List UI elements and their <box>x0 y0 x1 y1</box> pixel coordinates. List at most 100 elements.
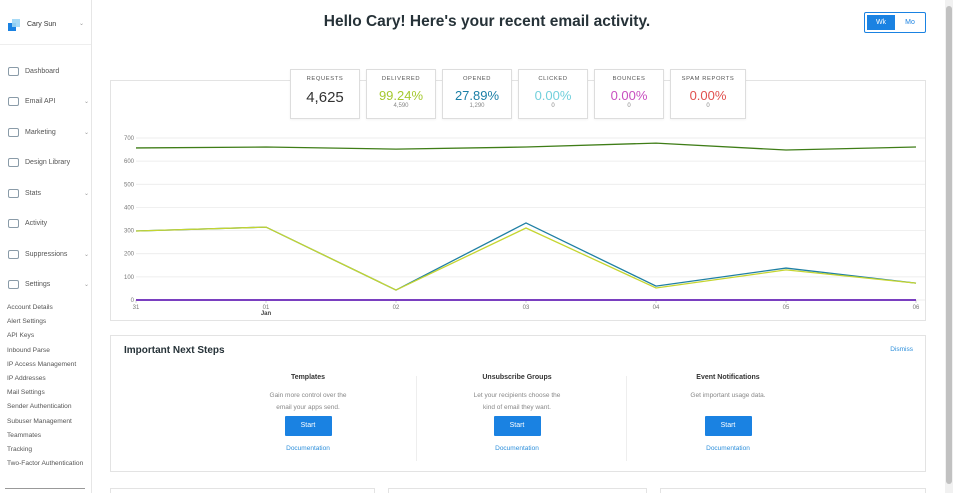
step-description: Let your recipients choose the kind of em… <box>427 390 607 414</box>
logo <box>8 19 20 31</box>
y-tick-label: 700 <box>124 136 135 142</box>
y-tick-label: 100 <box>124 275 135 281</box>
x-tick-label: 02 <box>393 305 400 311</box>
nav-label[interactable]: Suppressions <box>25 250 68 258</box>
chart: 0 100 200 300 400 500 600 700 31 01 02 03 04 05 06 Jan <box>124 136 925 317</box>
description-line: Let your recipients choose the <box>473 392 561 399</box>
settings-link[interactable]: API Keys <box>7 332 35 340</box>
nav-icon <box>8 158 19 167</box>
x-tick-label: 03 <box>523 305 530 311</box>
stat-card: CLICKED 0.00% 0 <box>518 69 588 119</box>
nav-label[interactable]: Activity <box>25 220 48 227</box>
x-tick-label: 04 <box>653 305 660 311</box>
nav-label[interactable]: Email API <box>25 98 56 105</box>
nav-icon <box>8 66 19 76</box>
documentation-link[interactable]: Documentation <box>495 445 539 452</box>
divider <box>5 488 85 489</box>
nav-item[interactable]: Suppressions ⌄ <box>8 249 89 259</box>
period-toggle: Wk Mo <box>864 12 926 33</box>
nav-item[interactable]: Stats ⌄ <box>8 188 89 198</box>
settings-link[interactable]: Teammates <box>7 431 42 439</box>
documentation-link[interactable]: Documentation <box>706 445 750 452</box>
description-line: email your apps send. <box>276 404 340 411</box>
page-title: Hello Cary! Here's your recent email act… <box>323 13 651 30</box>
stat-label: OPENED <box>462 76 492 82</box>
stat-label: DELIVERED <box>381 76 421 82</box>
stat-label: BOUNCES <box>612 76 646 82</box>
y-tick-label: 600 <box>124 159 135 165</box>
x-tick-label: 06 <box>913 305 920 311</box>
user-caret[interactable]: ⌄ <box>79 21 85 27</box>
scrollbar[interactable] <box>945 0 953 493</box>
stat-card: OPENED 27.89% 1,290 <box>442 69 512 119</box>
nav-item[interactable]: Design Library <box>8 158 70 168</box>
step-description: Gain more control over the email your app… <box>218 390 398 414</box>
dismiss-link[interactable]: Dismiss <box>890 346 913 353</box>
stat-sub: 0 <box>706 103 710 109</box>
settings-link[interactable]: Two-Factor Authentication <box>7 460 84 468</box>
start-button[interactable]: Start <box>493 416 541 436</box>
nav-item[interactable]: Activity <box>8 219 47 229</box>
nav-item[interactable]: Email API ⌄ <box>8 97 89 107</box>
y-tick-label: 500 <box>124 182 135 188</box>
stat-card: SPAM REPORTS 0.00% 0 <box>670 69 746 119</box>
settings-link[interactable]: IP Access Management <box>7 360 77 368</box>
settings-link[interactable]: Mail Settings <box>7 389 45 397</box>
nav-icon <box>8 219 19 228</box>
nav-icon <box>8 249 19 259</box>
next-steps-card: Important Next Steps Dismiss <box>110 335 926 472</box>
y-tick-label: 200 <box>124 252 135 258</box>
nav-caret: ⌄ <box>84 190 90 197</box>
nav-caret: ⌄ <box>84 99 90 105</box>
nav-label[interactable]: Marketing <box>25 128 56 136</box>
nav-icon <box>8 188 19 198</box>
sidebar: Cary Sun ⌄ Dashboard Email API ⌄ Marketing ⌄… <box>0 0 92 493</box>
stat-label: CLICKED <box>538 76 568 82</box>
settings-link[interactable]: Subuser Management <box>7 417 72 425</box>
start-button[interactable]: Start <box>284 416 332 436</box>
nav-icon <box>8 97 19 106</box>
stat-sub: 1,290 <box>469 103 485 109</box>
toggle-week[interactable]: Wk <box>867 15 895 30</box>
stat-value: 27.89% <box>454 88 500 103</box>
y-tick-label: 400 <box>124 205 135 211</box>
documentation-link[interactable]: Documentation <box>286 445 330 452</box>
divider <box>0 44 91 45</box>
stat-sub: 0 <box>551 103 555 109</box>
stat-sub: 4,590 <box>393 103 409 109</box>
nav-label[interactable]: Dashboard <box>25 67 60 75</box>
stat-card: REQUESTS 4,625 <box>290 69 360 119</box>
user-name[interactable]: Cary Sun <box>27 21 57 28</box>
step-title: Templates <box>290 374 326 381</box>
divider <box>626 376 627 461</box>
nav-label[interactable]: Settings <box>25 281 51 288</box>
settings-link[interactable]: Account Details <box>7 304 53 311</box>
series-line <box>135 226 917 291</box>
stat-label: REQUESTS <box>306 76 344 82</box>
y-tick-label: 300 <box>124 229 135 235</box>
card <box>110 488 375 493</box>
settings-link[interactable]: Alert Settings <box>7 318 47 326</box>
chart-card <box>110 80 926 321</box>
settings-link[interactable]: Sender Authentication <box>7 403 72 411</box>
nav-caret: ⌄ <box>84 282 90 288</box>
next-steps-title: Important Next Steps <box>124 345 225 356</box>
settings-link[interactable]: Inbound Parse <box>7 346 50 354</box>
step-description: Get important usage data. <box>638 390 818 414</box>
start-button[interactable]: Start <box>704 416 752 436</box>
step: Templates Gain more control over the email… <box>218 374 398 452</box>
stat-sub: 0 <box>627 103 631 109</box>
x-tick-label: 05 <box>783 305 790 311</box>
stat-card: DELIVERED 99.24% 4,590 <box>366 69 436 119</box>
nav-item[interactable]: Settings ⌄ <box>8 280 89 290</box>
nav-label[interactable]: Design Library <box>25 159 71 166</box>
settings-link[interactable]: Tracking <box>7 446 33 453</box>
x-tick-label: 31 <box>133 305 140 311</box>
nav-item[interactable]: Marketing ⌄ <box>8 127 89 137</box>
nav-icon <box>8 127 19 137</box>
settings-link[interactable]: IP Addresses <box>7 375 46 382</box>
nav-label[interactable]: Stats <box>25 189 41 197</box>
toggle-month[interactable]: Mo <box>905 19 915 26</box>
nav-item[interactable]: Dashboard <box>8 66 59 76</box>
